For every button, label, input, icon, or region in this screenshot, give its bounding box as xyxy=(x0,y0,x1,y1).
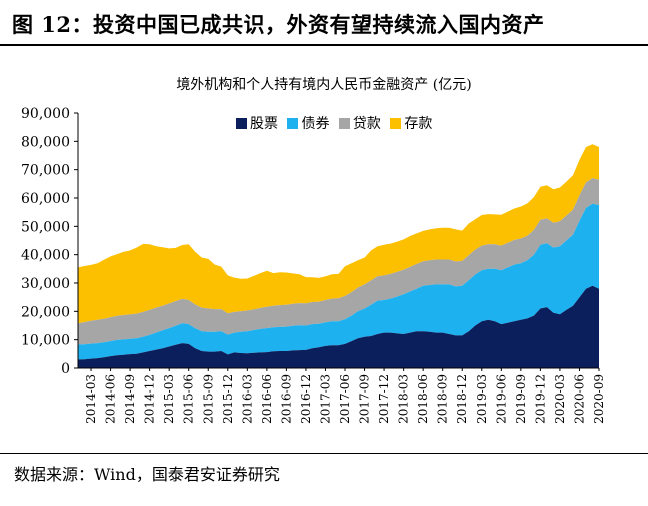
y-tick-label: 90,000 xyxy=(21,106,70,122)
x-tick-label: 2014-12 xyxy=(143,374,157,424)
legend-item-loans: 贷款 xyxy=(338,113,381,133)
y-tick-label: 10,000 xyxy=(21,333,70,349)
y-tick-label: 80,000 xyxy=(21,134,70,150)
x-tick-label: 2015-12 xyxy=(221,374,235,424)
x-tick-label: 2015-09 xyxy=(201,374,215,424)
series-area-deposits xyxy=(78,144,599,324)
series-area-stocks xyxy=(78,285,599,368)
figure-title: 图 12：投资中国已成共识，外资有望持续流入国内资产 xyxy=(12,12,545,37)
y-tick-label: 0 xyxy=(61,361,70,377)
legend-swatch-stocks xyxy=(236,118,247,129)
x-tick-label: 2015-03 xyxy=(162,374,176,424)
chart-legend: 股票 债券 贷款 存款 xyxy=(236,113,437,133)
x-tick-label: 2020-06 xyxy=(573,374,587,424)
x-tick-label: 2016-09 xyxy=(279,374,293,424)
x-tick-label: 2015-06 xyxy=(182,374,196,424)
x-tick-label: 2016-12 xyxy=(299,374,313,424)
x-tick-label: 2014-06 xyxy=(104,374,118,424)
x-tick-label: 2017-03 xyxy=(319,374,333,424)
legend-label-loans: 贷款 xyxy=(352,116,381,132)
legend-swatch-bonds xyxy=(287,118,299,129)
x-tick-label: 2014-09 xyxy=(123,374,137,424)
footer-rule xyxy=(0,453,648,454)
y-tick-label: 70,000 xyxy=(21,163,70,179)
x-tick-label: 2017-12 xyxy=(377,374,391,424)
x-tick-label: 2018-09 xyxy=(436,374,450,424)
x-tick-label: 2019-03 xyxy=(475,374,489,424)
header-rule xyxy=(0,44,648,46)
source-note: 数据来源：Wind，国泰君安证券研究 xyxy=(14,465,280,484)
x-tick-label: 2020-09 xyxy=(592,374,606,424)
legend-label-deposits: 存款 xyxy=(404,116,433,132)
x-tick-label: 2014-03 xyxy=(84,374,98,424)
legend-item-stocks: 股票 xyxy=(236,113,278,133)
series-area-bonds xyxy=(78,203,599,360)
y-tick-label: 40,000 xyxy=(21,248,70,264)
x-tick-label: 2018-06 xyxy=(416,374,430,424)
x-tick-label: 2018-12 xyxy=(455,374,469,424)
y-tick-label: 60,000 xyxy=(21,191,70,207)
legend-swatch-loans xyxy=(338,118,350,129)
x-tick-label: 2020-03 xyxy=(553,374,567,424)
y-tick-label: 30,000 xyxy=(21,276,70,292)
legend-item-deposits: 存款 xyxy=(390,113,432,133)
y-tick-label: 50,000 xyxy=(21,219,70,235)
y-tick-label: 20,000 xyxy=(21,304,70,320)
x-tick-label: 2019-12 xyxy=(533,374,547,424)
x-tick-label: 2016-06 xyxy=(260,374,274,424)
x-tick-label: 2017-06 xyxy=(338,374,352,424)
x-tick-label: 2018-03 xyxy=(397,374,411,424)
legend-swatch-deposits xyxy=(390,118,402,129)
legend-item-bonds: 债券 xyxy=(287,113,329,133)
series-area-loans xyxy=(78,178,599,345)
legend-label-stocks: 股票 xyxy=(250,116,278,132)
x-tick-label: 2019-09 xyxy=(514,374,528,424)
x-tick-label: 2017-09 xyxy=(358,374,372,424)
x-tick-label: 2016-03 xyxy=(240,374,254,424)
figure-header: 图 12：投资中国已成共识，外资有望持续流入国内资产 xyxy=(0,0,648,48)
legend-label-bonds: 债券 xyxy=(301,116,330,132)
chart-title: 境外机构和个人持有境内人民币金融资产 (亿元) xyxy=(176,77,472,93)
x-tick-label: 2019-06 xyxy=(494,374,508,424)
